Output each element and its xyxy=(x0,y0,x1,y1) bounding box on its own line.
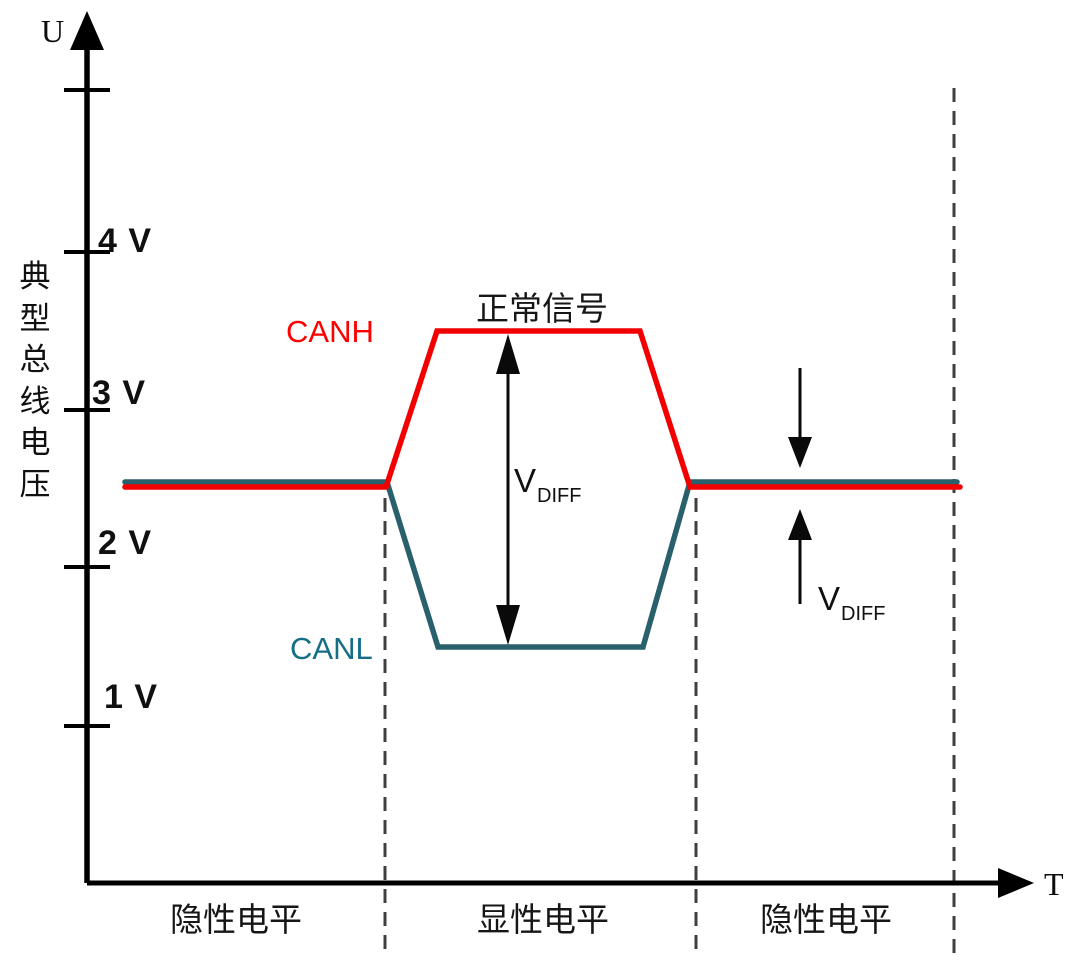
y-axis-caption: 典型总线电压 xyxy=(19,259,51,502)
vdiff-label-center: VDIFF xyxy=(514,462,582,507)
vdiff-sub: DIFF xyxy=(841,602,886,625)
region-label-dominant: 显性电平 xyxy=(477,901,609,938)
tick-label-2v: 2 V xyxy=(98,524,153,562)
x-axis-arrow-icon xyxy=(998,868,1034,898)
y-axis-arrow-icon xyxy=(70,11,104,50)
y-axis-title: U xyxy=(41,13,65,49)
canl-signal-line xyxy=(122,479,960,650)
x-axis-title: T xyxy=(1044,866,1064,902)
vdiff-label-right: VDIFF xyxy=(818,580,886,625)
normal-signal-label: 正常信号 xyxy=(476,290,608,327)
vdiff-base: V xyxy=(514,462,537,499)
tick-label-4v: 4 V xyxy=(98,222,153,260)
region-label-recessive-right: 隐性电平 xyxy=(760,901,892,938)
canh-label: CANH xyxy=(286,314,374,349)
tick-label-1v: 1 V xyxy=(104,678,159,716)
vdiff-base: V xyxy=(818,580,841,617)
vdiff-arrow-down-icon xyxy=(496,605,520,645)
vdiff-arrow-up-icon xyxy=(496,334,520,374)
canl-label: CANL xyxy=(290,631,373,666)
vdiff-sub: DIFF xyxy=(537,484,582,507)
vdiff-right-down-arrow-icon xyxy=(788,437,812,468)
vdiff-right-up-arrow-icon xyxy=(788,509,812,540)
canh-signal-line xyxy=(122,328,963,490)
region-label-recessive-left: 隐性电平 xyxy=(170,901,302,938)
tick-label-3v: 3 V xyxy=(92,374,147,412)
